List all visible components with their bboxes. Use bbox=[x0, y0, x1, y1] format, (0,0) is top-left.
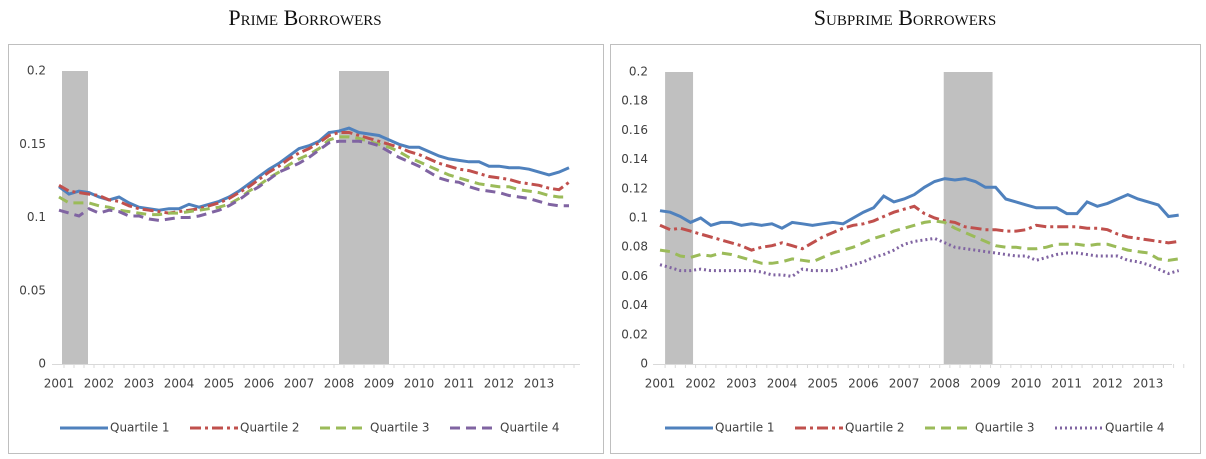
panel-border bbox=[610, 44, 1201, 454]
x-tick-label: 2008 bbox=[324, 377, 355, 391]
y-tick-label: 0.15 bbox=[19, 137, 46, 151]
x-tick-label: 2011 bbox=[1052, 377, 1083, 391]
shaded-region bbox=[665, 72, 694, 364]
y-tick-label: 0 bbox=[38, 357, 46, 371]
x-tick-label: 2006 bbox=[848, 377, 879, 391]
x-tick-label: 2002 bbox=[685, 377, 716, 391]
shaded-region bbox=[943, 72, 993, 364]
chart-title: Subprime Borrowers bbox=[814, 5, 996, 30]
x-tick-label: 2006 bbox=[244, 377, 275, 391]
x-tick-label: 2013 bbox=[524, 377, 555, 391]
series-line bbox=[58, 126, 570, 212]
x-tick-label: 2004 bbox=[767, 377, 798, 391]
shaded-region bbox=[339, 71, 389, 364]
x-tick-label: 2003 bbox=[124, 377, 155, 391]
legend-label: Quartile 1 bbox=[110, 421, 170, 435]
y-tick-label: 0.1 bbox=[629, 211, 648, 225]
y-tick-label: 0.05 bbox=[19, 283, 46, 297]
x-tick-label: 2003 bbox=[726, 377, 757, 391]
series-line bbox=[58, 131, 570, 215]
series-line bbox=[58, 135, 569, 217]
chart-title: Prime Borrowers bbox=[228, 5, 381, 30]
y-tick-label: 0.2 bbox=[27, 64, 46, 78]
series-line bbox=[659, 236, 1180, 278]
series-line bbox=[659, 219, 1179, 265]
panel-border bbox=[8, 44, 604, 454]
x-tick-label: 2012 bbox=[484, 377, 515, 391]
x-tick-label: 2010 bbox=[1011, 377, 1042, 391]
x-tick-label: 2008 bbox=[929, 377, 960, 391]
legend-label: Quartile 1 bbox=[715, 421, 775, 435]
y-tick-label: 0.16 bbox=[621, 123, 648, 137]
y-tick-label: 0.12 bbox=[621, 181, 648, 195]
y-tick-label: 0.02 bbox=[621, 327, 648, 341]
x-tick-label: 2007 bbox=[889, 377, 920, 391]
x-tick-label: 2011 bbox=[444, 377, 475, 391]
legend-label: Quartile 3 bbox=[975, 421, 1035, 435]
x-tick-label: 2009 bbox=[364, 377, 395, 391]
y-tick-label: 0.2 bbox=[629, 65, 648, 79]
y-tick-label: 0.18 bbox=[621, 94, 648, 108]
series-line bbox=[659, 204, 1179, 252]
legend-label: Quartile 3 bbox=[370, 421, 430, 435]
series-line bbox=[659, 177, 1179, 230]
x-tick-label: 2005 bbox=[807, 377, 838, 391]
x-tick-label: 2007 bbox=[284, 377, 315, 391]
y-tick-label: 0.04 bbox=[621, 298, 648, 312]
x-tick-label: 2004 bbox=[164, 377, 195, 391]
y-tick-label: 0.1 bbox=[27, 210, 46, 224]
x-tick-label: 2012 bbox=[1092, 377, 1123, 391]
y-tick-label: 0.08 bbox=[621, 240, 648, 254]
x-tick-label: 2002 bbox=[84, 377, 115, 391]
x-tick-label: 2010 bbox=[404, 377, 435, 391]
shaded-region bbox=[62, 71, 88, 364]
legend-label: Quartile 2 bbox=[240, 421, 300, 435]
x-tick-label: 2001 bbox=[44, 377, 75, 391]
y-tick-label: 0.06 bbox=[621, 269, 648, 283]
x-tick-label: 2009 bbox=[970, 377, 1001, 391]
legend-label: Quartile 4 bbox=[1105, 421, 1165, 435]
y-tick-label: 0 bbox=[640, 357, 648, 371]
x-tick-label: 2013 bbox=[1133, 377, 1164, 391]
x-tick-label: 2001 bbox=[645, 377, 676, 391]
series-line bbox=[58, 139, 569, 222]
y-tick-label: 0.14 bbox=[621, 152, 648, 166]
legend-label: Quartile 4 bbox=[500, 421, 560, 435]
x-tick-label: 2005 bbox=[204, 377, 235, 391]
legend-label: Quartile 2 bbox=[845, 421, 905, 435]
